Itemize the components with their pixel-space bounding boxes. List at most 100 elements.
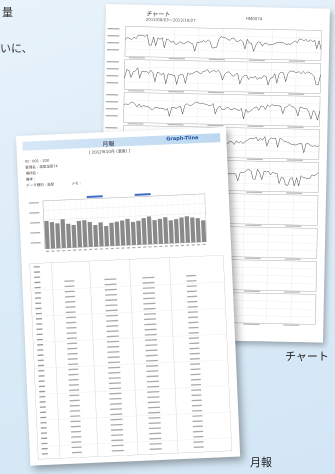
table-cell-text [70, 410, 81, 412]
table-cell-text [193, 446, 204, 449]
table-cell-text [104, 288, 117, 291]
table-cell-text [104, 293, 118, 296]
bar-day-label [46, 250, 50, 252]
bar-mark [49, 222, 56, 249]
table-cell-text [193, 435, 204, 438]
table-cell-text [71, 446, 82, 449]
bar-day-label [51, 250, 55, 252]
table-cell-text [69, 389, 80, 392]
table-cell-text [186, 285, 197, 287]
table-cell-text [111, 449, 124, 452]
bar-day-label [197, 244, 201, 246]
panel-tick-label [106, 75, 119, 77]
table-cell-text [110, 418, 123, 421]
table-column-rule [51, 262, 61, 459]
table-cell-text [145, 359, 158, 362]
table-cell-text [189, 347, 200, 350]
bar-tick-label [30, 242, 41, 244]
table-cell-text [149, 442, 162, 445]
table-cell-text [35, 297, 42, 299]
table-cell-text [69, 394, 80, 397]
bar-gridline [80, 199, 83, 248]
panel-gridline [124, 81, 321, 87]
table-cell-text [105, 299, 118, 301]
table-cell-text [70, 415, 81, 417]
table-cell-text [71, 436, 82, 438]
table-frame [29, 255, 232, 460]
panel-tick-label [107, 28, 120, 30]
table-cell-text [36, 328, 43, 330]
panel-date-label [244, 257, 261, 260]
table-cell-text [41, 447, 48, 450]
table-cell-text [106, 325, 119, 327]
panel-tick-label [105, 101, 118, 103]
table-cell-text [104, 278, 117, 281]
table-cell-text [39, 401, 46, 403]
table-cell-text [145, 344, 158, 347]
table-cell-text [106, 330, 119, 333]
table-cell-text [149, 448, 162, 450]
table-cell-text [37, 349, 44, 351]
table-cell-text [65, 316, 76, 319]
bar-day-label [202, 243, 206, 246]
bar-day-label [148, 246, 152, 248]
bar-mark [163, 217, 169, 244]
table-cell-text [40, 432, 48, 434]
monthly-caption: 月報 [250, 456, 272, 469]
table-cell-text [189, 342, 200, 345]
panel-gridline [123, 99, 320, 105]
panel-tick-label [105, 108, 118, 110]
table-cell-text [41, 437, 48, 440]
table-cell-text [143, 307, 156, 310]
bar-day-label [110, 247, 114, 250]
table-cell-text [188, 326, 199, 329]
table-cell-text [68, 384, 79, 386]
table-cell-text [67, 352, 78, 355]
table-cell-text [108, 377, 121, 379]
table-cell-text [108, 366, 121, 369]
bar-mark [87, 221, 93, 247]
table-cell-text [189, 352, 200, 355]
bar-gridline [177, 194, 180, 243]
table-cell-text [147, 396, 160, 399]
bar-mark [157, 218, 164, 244]
panel-tick-label [106, 94, 119, 96]
table-cell-text [70, 420, 81, 423]
report-data-table [29, 255, 232, 460]
panel-date-label [285, 225, 302, 227]
bar-gridline [123, 197, 126, 246]
table-cell-text [65, 311, 76, 314]
bar-mark [136, 220, 142, 245]
bar-mark [119, 220, 126, 246]
table-cell-text [111, 444, 124, 447]
table-cell-text [148, 422, 161, 424]
bar-gridline [199, 194, 202, 243]
table-cell-text [191, 404, 202, 407]
bar-day-label [99, 248, 104, 250]
table-cell-text [66, 337, 77, 340]
panel-tick-label [105, 115, 118, 117]
table-cell-text [38, 380, 45, 382]
table-cell-text [105, 309, 118, 312]
bar-day-label [78, 249, 82, 251]
bar-day-label [143, 246, 147, 248]
table-cell-text [41, 453, 48, 455]
table-cell-text [145, 349, 158, 352]
table-cell-text [37, 359, 44, 362]
table-cell-text [106, 319, 119, 322]
bar-day-label [89, 248, 93, 251]
table-cell-text [37, 344, 44, 346]
table-cell-text [147, 406, 160, 409]
bar-mark [82, 220, 88, 248]
panel-date-label [128, 57, 145, 59]
bar-gridline [53, 200, 56, 249]
table-cell-text [109, 392, 122, 395]
panel-date-label [243, 323, 260, 326]
table-cell-text [39, 395, 46, 398]
table-cell-text [40, 427, 47, 429]
panel-date-label [128, 90, 145, 92]
bar-day-label [105, 248, 109, 250]
table-cell-text [38, 369, 45, 372]
table-cell-text [192, 425, 203, 428]
table-cell-text [186, 274, 197, 277]
